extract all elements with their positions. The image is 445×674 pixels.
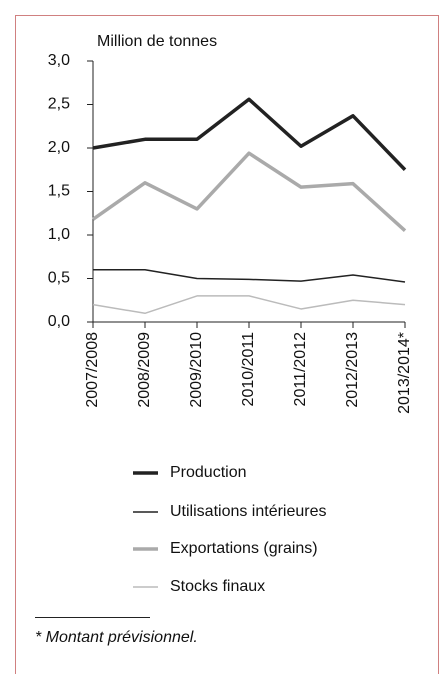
- series-line: [92, 295, 406, 315]
- legend-label: Utilisations intérieures: [170, 503, 327, 520]
- x-tick-label: 2011/2012: [292, 332, 309, 407]
- y-tick-label: 0,5: [48, 270, 70, 287]
- legend-label: Production: [170, 464, 247, 481]
- y-tick-label: 1,0: [48, 226, 70, 243]
- y-tick-label: 0,0: [48, 313, 70, 330]
- x-tick-label: 2007/2008: [84, 332, 101, 408]
- legend-label: Stocks finaux: [170, 578, 265, 595]
- series-line: [91, 151, 407, 232]
- y-tick-label: 3,0: [48, 52, 70, 69]
- legend-label: Exportations (grains): [170, 540, 318, 557]
- y-tick-label: 2,5: [48, 96, 70, 113]
- series-line: [93, 269, 406, 283]
- y-axis-label: Million de tonnes: [97, 33, 217, 50]
- x-tick-label: 2010/2011: [240, 332, 257, 407]
- y-tick-label: 2,0: [48, 139, 70, 156]
- x-tick-label: 2009/2010: [188, 332, 205, 408]
- footnote: * Montant prévisionnel.: [35, 629, 198, 646]
- x-tick-label: 2013/2014*: [396, 332, 413, 414]
- y-tick-label: 1,5: [48, 183, 70, 200]
- x-tick-label: 2012/2013: [344, 332, 361, 408]
- x-tick-label: 2008/2009: [136, 332, 153, 408]
- series-line: [92, 97, 407, 171]
- frame: [15, 15, 439, 674]
